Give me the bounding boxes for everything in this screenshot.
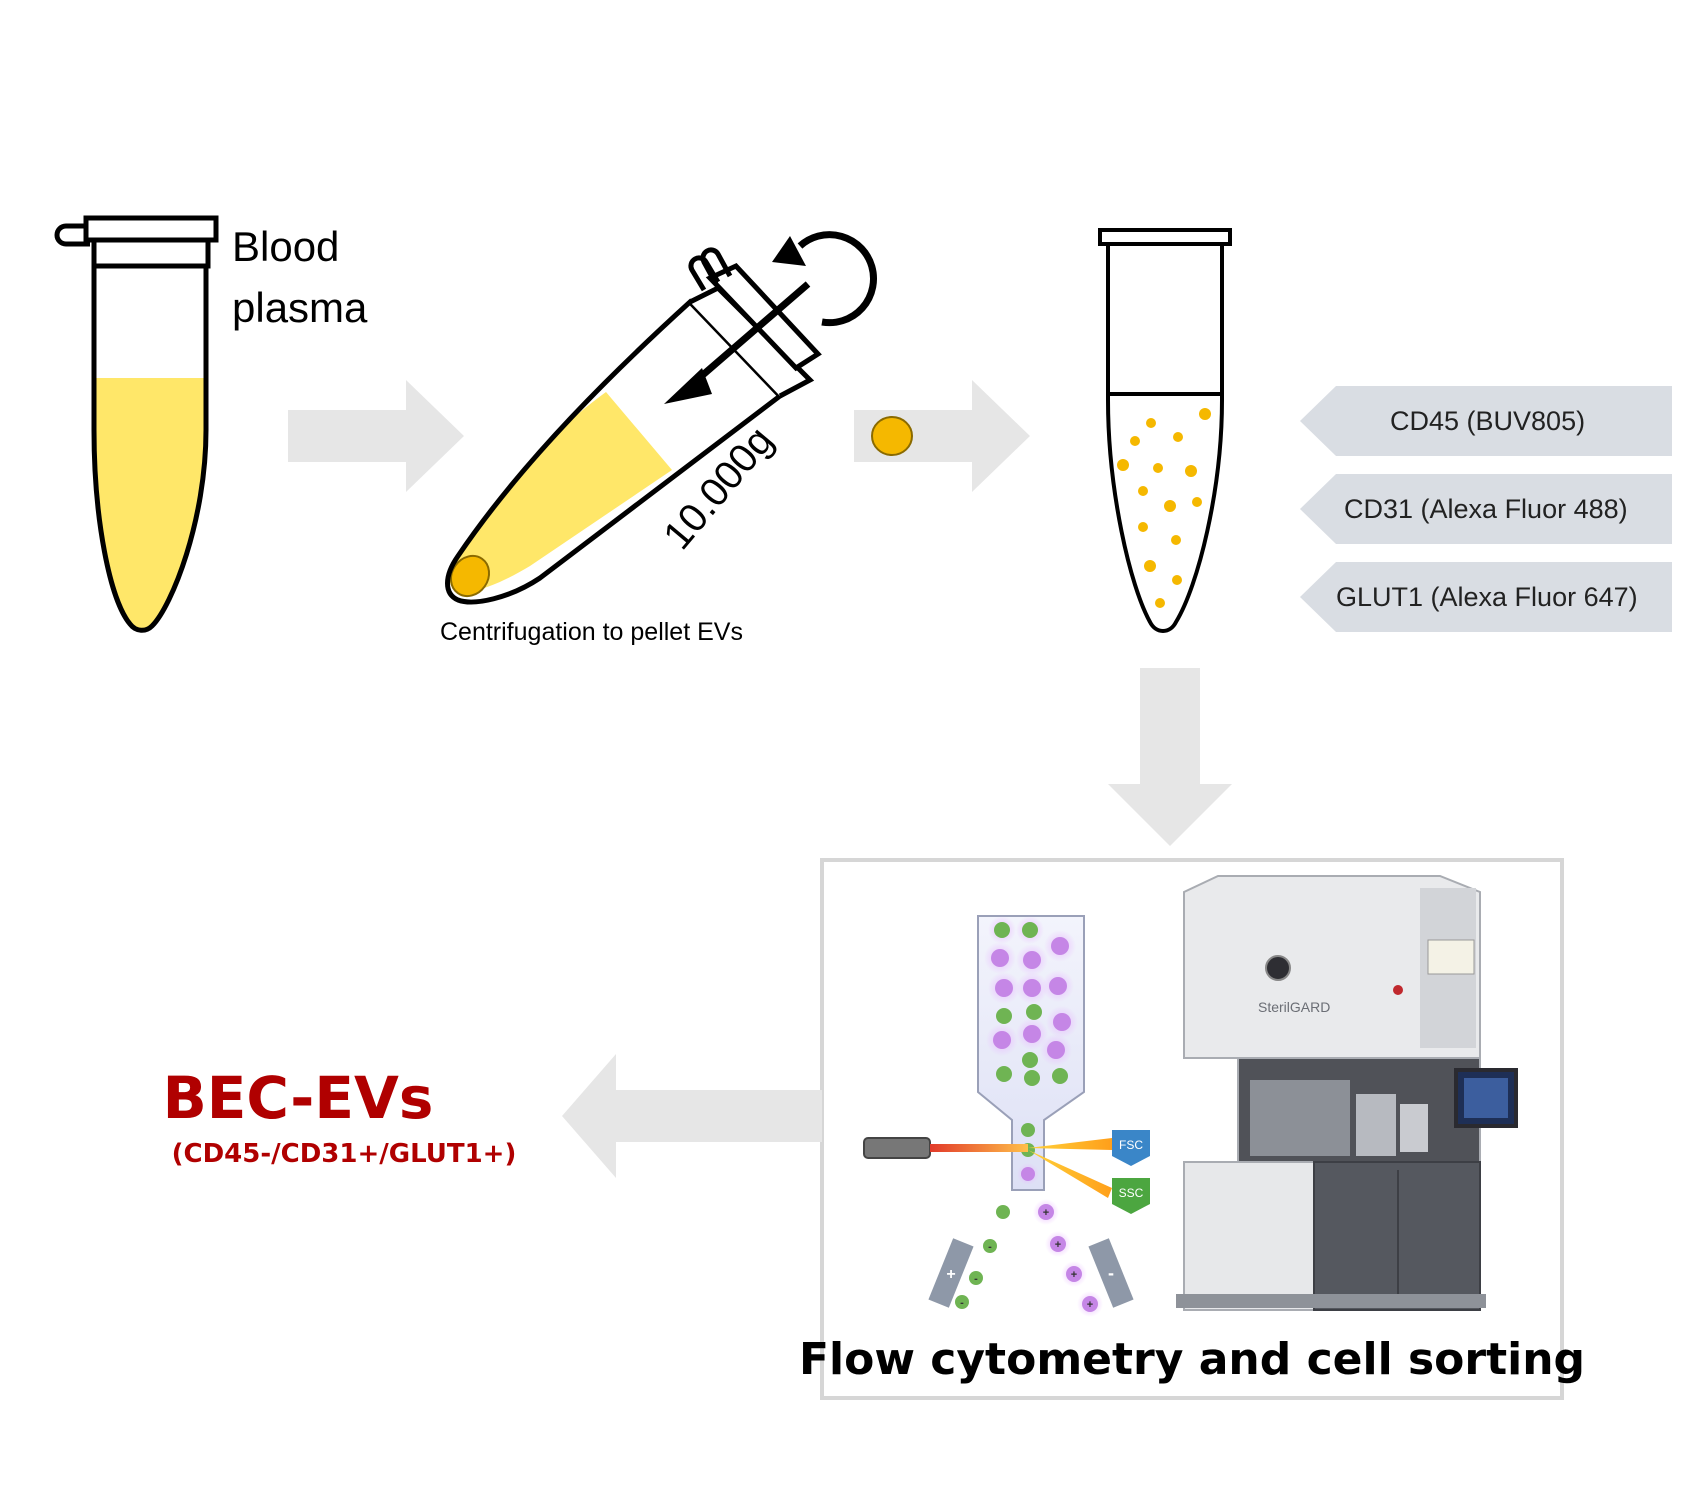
- centrifugation-caption: Centrifugation to pellet EVs: [440, 618, 743, 646]
- rotation-icon: [772, 231, 877, 327]
- svg-text:-: -: [974, 1273, 978, 1285]
- svg-text:+: +: [1087, 1299, 1093, 1311]
- svg-text:-: -: [988, 1241, 992, 1253]
- centrifuge-tube-hinge2: [700, 247, 733, 286]
- step-arrow-1: [288, 380, 464, 492]
- centrifuge-tube: [445, 247, 822, 605]
- tube3-body: [1106, 244, 1224, 633]
- instrument-gauge-icon: [1265, 955, 1291, 981]
- instrument-foot: [1176, 1294, 1486, 1308]
- tube-body: [91, 266, 209, 633]
- tube3-lid: [1098, 228, 1232, 246]
- step-arrow-left: [562, 1054, 822, 1178]
- svg-text:-: -: [960, 1297, 964, 1309]
- fsc-detector-icon: FSC: [1112, 1130, 1150, 1166]
- fsc-label: FSC: [1119, 1138, 1143, 1152]
- svg-text:+: +: [1055, 1239, 1061, 1251]
- ev-particles: [1117, 408, 1211, 608]
- instrument-hood: [1183, 875, 1481, 1059]
- instrument-module-2: [1400, 1104, 1428, 1152]
- instrument-brand-logo: [1393, 985, 1403, 995]
- svg-text:+: +: [1043, 1207, 1049, 1219]
- blood-label-line2: plasma: [232, 284, 368, 331]
- fsc-beam: [1028, 1138, 1112, 1150]
- instrument-monitor-screen: [1464, 1078, 1508, 1118]
- marker-tag-glut1: GLUT1 (Alexa Fluor 647): [1300, 562, 1672, 632]
- step-arrow-down: [1108, 668, 1232, 846]
- marker-tags: CD45 (BUV805) CD31 (Alexa Fluor 488) GLU…: [1300, 386, 1672, 632]
- tube-neck: [91, 237, 211, 269]
- ssc-label: SSC: [1119, 1186, 1144, 1200]
- tube-hinge: [54, 223, 90, 247]
- instrument-brand: SterilGARD: [1258, 999, 1330, 1015]
- deflection-plate-positive: +: [928, 1238, 974, 1308]
- marker-cd31-label: CD31 (Alexa Fluor 488): [1344, 494, 1628, 524]
- svg-text:+: +: [1071, 1269, 1077, 1281]
- flow-cytometry-caption: Flow cytometry and cell sorting: [799, 1334, 1585, 1385]
- deflection-plate-negative: -: [1088, 1238, 1134, 1308]
- tube-lid: [83, 215, 219, 243]
- svg-text:-: -: [1108, 1263, 1114, 1283]
- plasma-tube: [54, 215, 219, 633]
- centrifuge-tube-body: [445, 298, 784, 605]
- cell-sorter-instrument: SterilGARD: [1176, 875, 1518, 1311]
- marker-tag-cd45: CD45 (BUV805): [1300, 386, 1672, 456]
- centrifuge-plasma-fill: [449, 392, 672, 592]
- laser-source-icon: [863, 1137, 931, 1159]
- svg-text:+: +: [946, 1266, 955, 1283]
- tube-plasma-fill: [96, 378, 204, 630]
- blood-label-line1: Blood: [232, 223, 339, 270]
- marker-cd45-label: CD45 (BUV805): [1390, 406, 1585, 436]
- resuspended-pellet-icon: [871, 416, 913, 456]
- flow-cell-schematic: FSC SSC - - - + + + + + -: [863, 915, 1150, 1317]
- centrifuge-pellet: [449, 554, 491, 598]
- ssc-beam: [1028, 1150, 1112, 1198]
- marker-glut1-label: GLUT1 (Alexa Fluor 647): [1336, 582, 1638, 612]
- instrument-base-left: [1183, 1161, 1315, 1311]
- sample-particles: [984, 916, 1078, 1185]
- result-subtitle: (CD45-/CD31+/GLUT1+): [172, 1139, 517, 1169]
- force-arrow-icon: [664, 281, 811, 404]
- step-arrow-2: [854, 380, 1030, 492]
- result-title: BEC-EVs: [163, 1064, 434, 1132]
- instrument-module: [1356, 1094, 1396, 1156]
- marker-tag-cd31: CD31 (Alexa Fluor 488): [1300, 474, 1672, 544]
- sorted-droplets: - - - + + + +: [955, 1199, 1103, 1317]
- ssc-detector-icon: SSC: [1112, 1178, 1150, 1214]
- labeled-ev-tube: [1098, 228, 1232, 633]
- instrument-label-sticker: [1427, 939, 1475, 975]
- laser-beam: [930, 1144, 1028, 1152]
- instrument-deck: [1250, 1080, 1350, 1156]
